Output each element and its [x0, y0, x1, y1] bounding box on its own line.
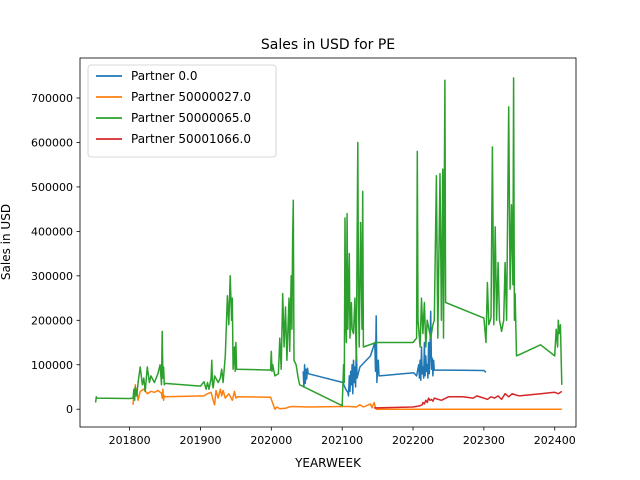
legend-label-0: Partner 0.0 — [131, 69, 198, 83]
y-axis-label: Sales in USD — [0, 204, 13, 280]
legend-label-2: Partner 50000065.0 — [131, 111, 251, 125]
x-tick-label: 201800 — [109, 434, 151, 447]
legend-label-3: Partner 50001066.0 — [131, 132, 251, 146]
plot-area-border — [79, 57, 577, 428]
plot-lines — [94, 77, 563, 410]
legend-box — [87, 64, 277, 158]
y-tick-label: 100000 — [31, 359, 73, 372]
y-tick-label: 600000 — [31, 136, 73, 149]
x-axis: 201800 201900 202000 202100 202200 202300 2024… — [109, 427, 576, 447]
x-tick-label: 202200 — [392, 434, 434, 447]
series-line-0 — [302, 310, 487, 397]
series-line-2 — [94, 77, 563, 407]
y-tick-label: 300000 — [31, 270, 73, 283]
y-tick-label: 700000 — [31, 92, 73, 105]
y-tick-label: 400000 — [31, 225, 73, 238]
x-tick-label: 202000 — [250, 434, 292, 447]
chart-title: Sales in USD for PE — [261, 37, 395, 53]
x-tick-label: 202100 — [321, 434, 363, 447]
x-tick-label: 202300 — [463, 434, 505, 447]
series-line-1 — [132, 384, 562, 410]
y-axis: 0 100000 200000 300000 400000 500000 600000 700… — [31, 92, 80, 416]
series-line-3 — [373, 390, 563, 409]
legend: Partner 0.0 Partner 50000027.0 Partner 500… — [87, 64, 277, 158]
x-tick-label: 201900 — [179, 434, 221, 447]
y-tick-label: 0 — [66, 403, 73, 416]
x-tick-label: 202400 — [534, 434, 576, 447]
y-tick-label: 500000 — [31, 181, 73, 194]
x-axis-label: YEARWEEK — [294, 456, 362, 470]
axes-frame — [79, 57, 577, 428]
legend-label-1: Partner 50000027.0 — [131, 90, 251, 104]
y-tick-label: 200000 — [31, 314, 73, 327]
